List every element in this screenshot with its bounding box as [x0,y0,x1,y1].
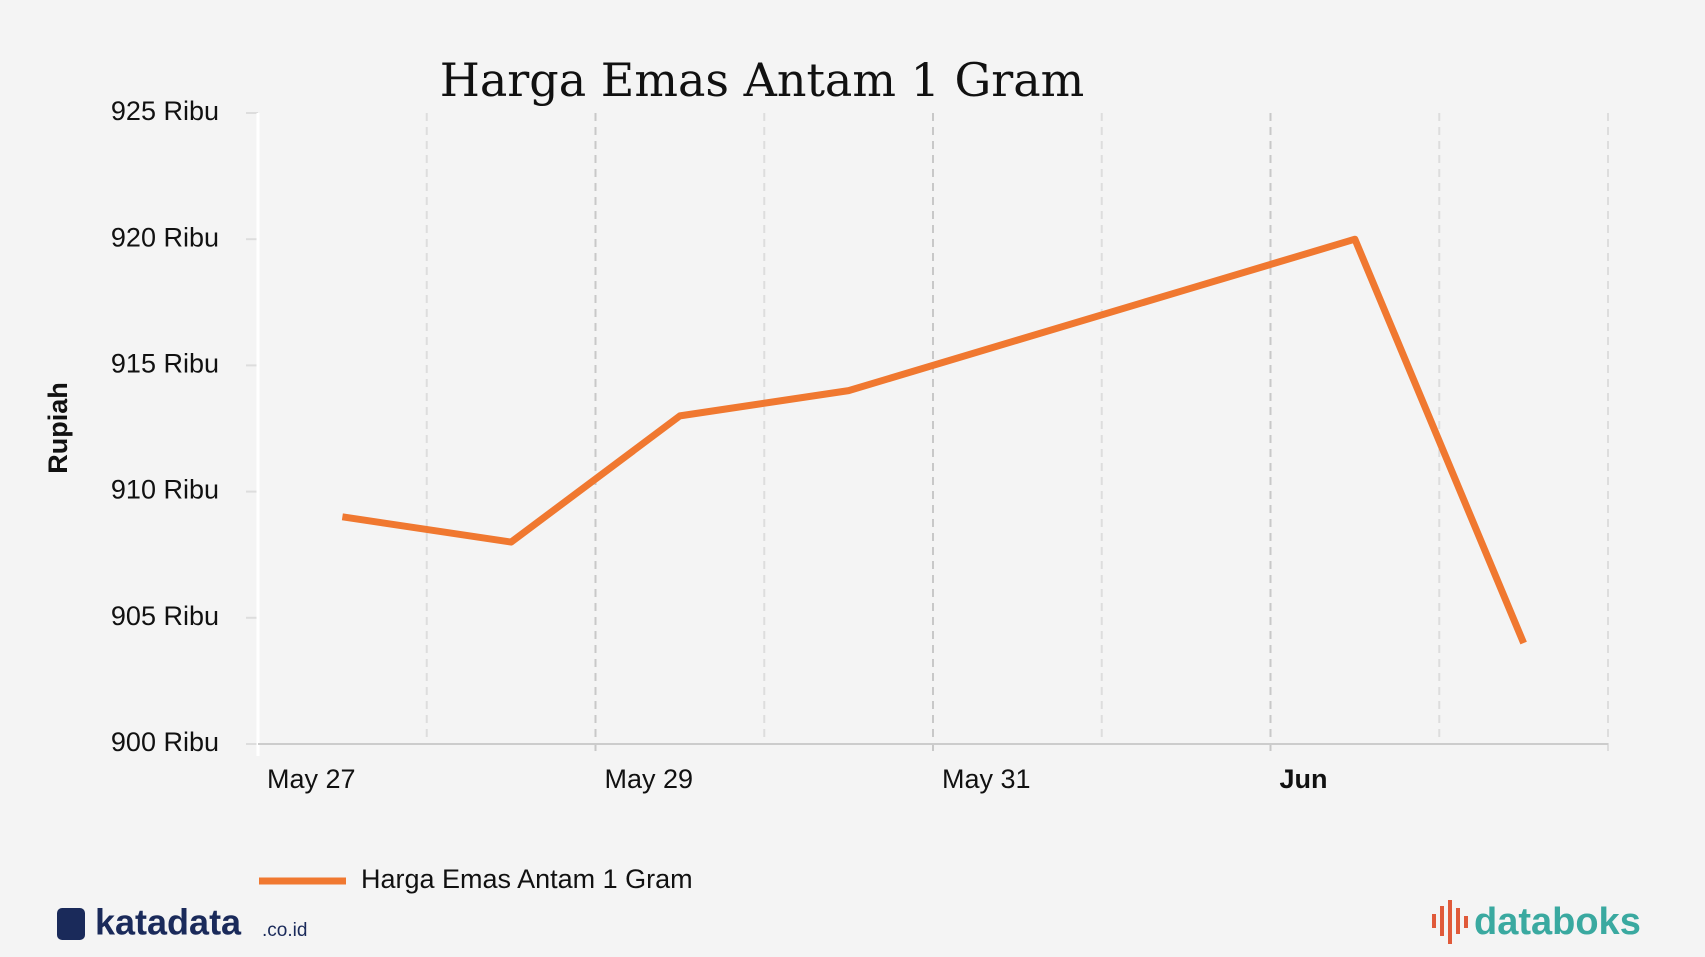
y-tick-label: 920 Ribu [111,222,219,252]
y-tick-label: 905 Ribu [111,601,219,631]
y-axis-label: Rupiah [43,382,73,474]
logo-icon [1432,914,1436,928]
logo-icon [1464,916,1468,928]
katadata-logo: katadata .co.id [57,902,307,943]
logo-icon [1456,908,1460,934]
logo-text: katadata [95,902,242,943]
line-series [341,235,1527,645]
y-tick-label: 925 Ribu [111,96,219,126]
logo-suffix: .co.id [262,920,307,941]
x-tick-label: Jun [1280,764,1328,794]
databoks-logo: databoks [1432,900,1641,944]
x-tick-label: May 29 [605,764,694,794]
y-tick-label: 900 Ribu [111,727,219,757]
logo-icon [57,908,85,940]
logo-icon [1448,900,1452,944]
chart-title: Harga Emas Antam 1 Gram [440,53,1085,107]
x-tick-label: May 27 [267,764,356,794]
legend-label: Harga Emas Antam 1 Gram [361,864,693,894]
x-tick-label: May 31 [942,764,1031,794]
y-tick-label: 915 Ribu [111,349,219,379]
logo-text: databoks [1474,901,1641,943]
logo-icon [1440,906,1444,936]
y-tick-label: 910 Ribu [111,475,219,505]
